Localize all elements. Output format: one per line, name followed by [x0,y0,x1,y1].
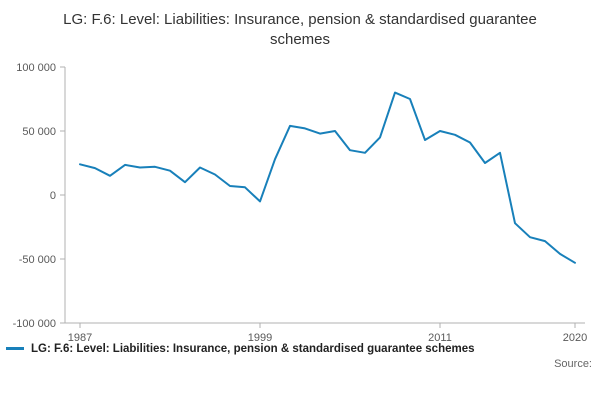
data-series-line [79,91,576,264]
y-tick-label: 0 [50,190,56,202]
y-tick-label: -50 000 [19,254,56,266]
y-tick-label: -100 000 [13,318,56,330]
source-label: Source: [554,357,592,370]
legend: LG: F.6: Level: Liabilities: Insurance, … [0,341,600,355]
x-tick-label: 1987 [68,332,92,341]
line-chart-plot: 100 000 50 000 0 -50 000 -100 000 1987 1999 201… [13,62,588,341]
x-tick-label: 2020 [563,332,587,341]
legend-label: LG: F.6: Level: Liabilities: Insurance, … [31,342,475,355]
chart-title: LG: F.6: Level: Liabilities: Insurance, … [63,11,537,49]
x-tick-label: 2011 [428,332,452,341]
y-tick-label: 100 000 [16,62,56,74]
x-tick-label: 1999 [248,332,272,341]
y-tick-label: 50 000 [22,126,56,138]
legend-line-marker [6,347,24,350]
